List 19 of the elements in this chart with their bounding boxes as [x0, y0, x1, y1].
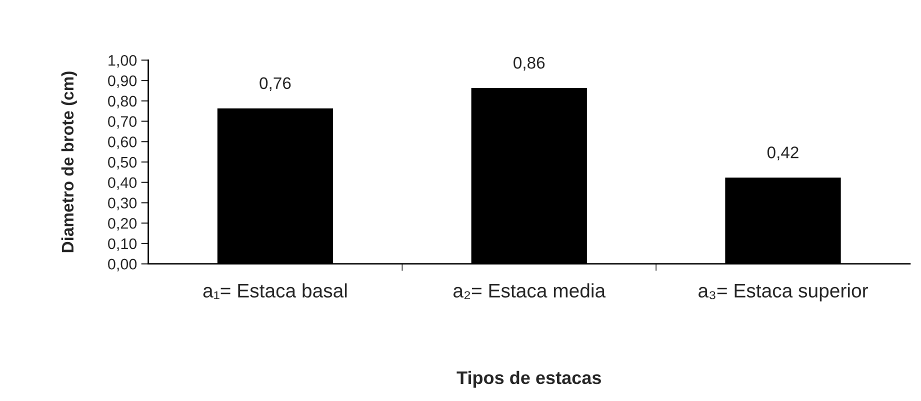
- y-tick-label: 1,00: [108, 55, 137, 68]
- y-axis-title: Diametro de brote (cm): [61, 72, 77, 252]
- data-label: 0,76: [260, 77, 291, 92]
- x-axis-title: Tipos de estacas: [456, 370, 601, 388]
- y-tick-label: 0,40: [108, 177, 137, 190]
- x-tick-label: a₃= Estaca superior: [698, 283, 868, 302]
- y-tick-label: 0,30: [108, 198, 137, 210]
- x-tick-label: a₁= Estaca basal: [203, 283, 347, 300]
- y-tick-label: 0,20: [108, 218, 137, 231]
- data-label: 0,86: [514, 56, 545, 71]
- y-tick-label: 0,10: [108, 238, 137, 251]
- x-tick-label: a₂= Estaca media: [453, 283, 606, 300]
- y-tick-label: 0,50: [108, 156, 137, 170]
- y-tick-label: 0,80: [108, 96, 137, 108]
- y-tick-label: 0,70: [108, 116, 137, 129]
- y-tick-label: 0,90: [108, 75, 137, 88]
- y-tick-label: 0,60: [108, 136, 137, 150]
- data-label: 0,42: [767, 146, 798, 160]
- y-tick-label: 0,00: [108, 258, 137, 272]
